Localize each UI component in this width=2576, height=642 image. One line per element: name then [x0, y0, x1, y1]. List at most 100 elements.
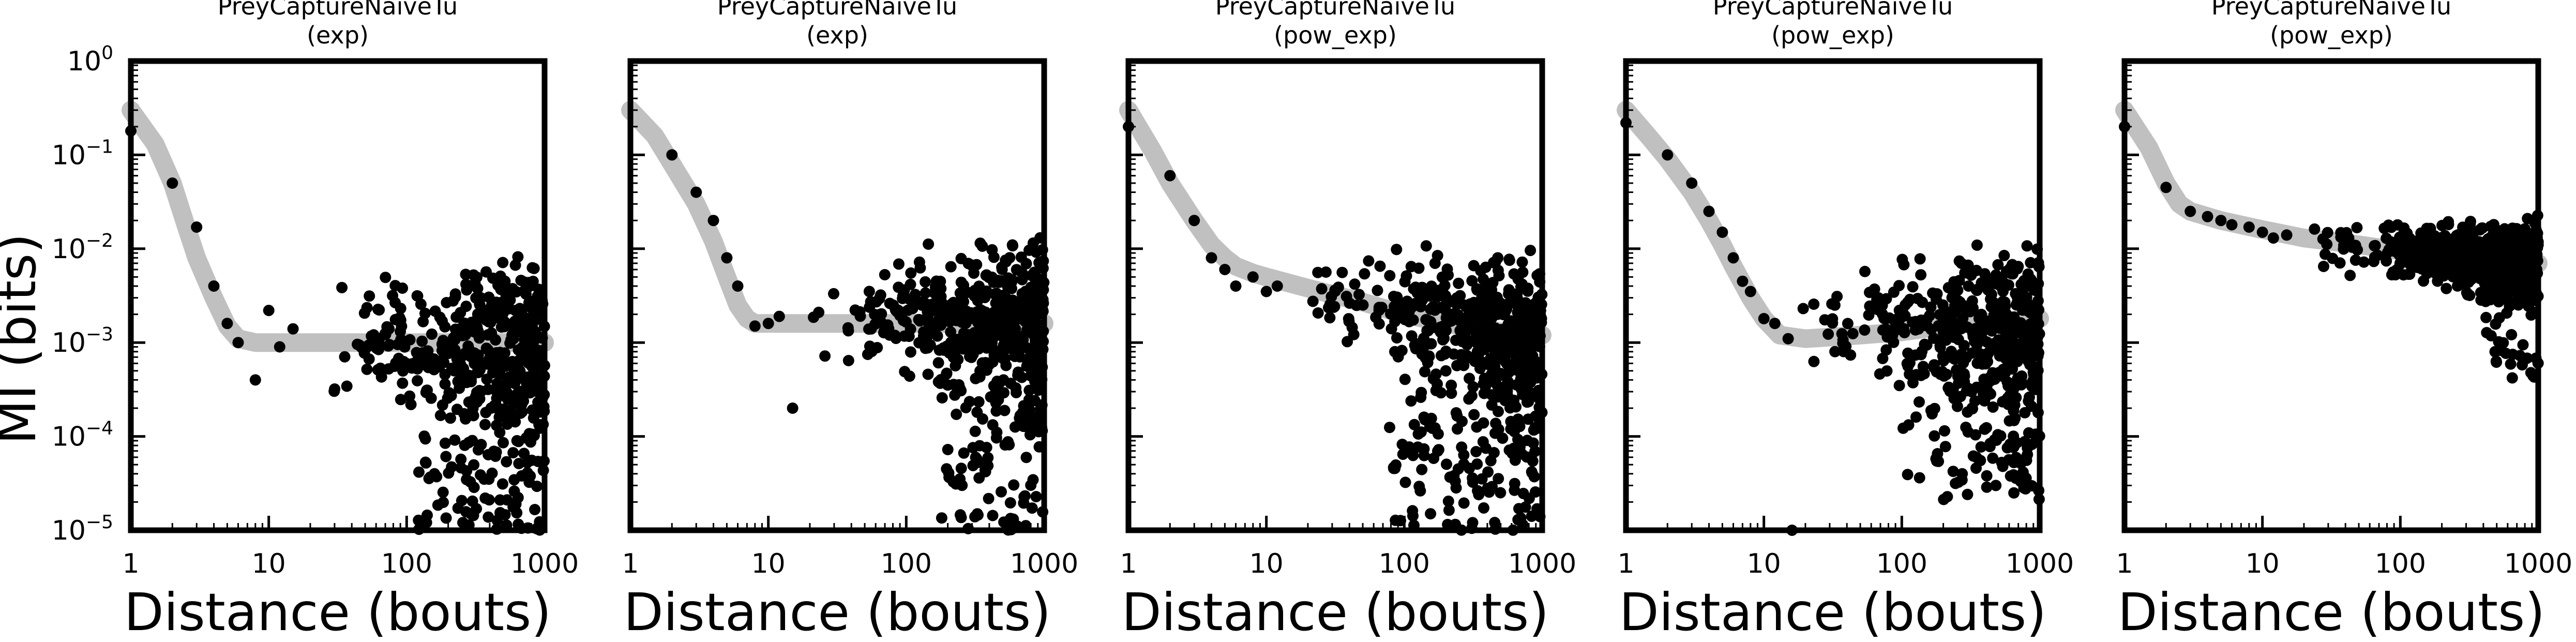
data-point: [2521, 244, 2533, 256]
data-point: [920, 287, 931, 299]
data-point: [2456, 246, 2468, 258]
data-point: [1519, 297, 1531, 309]
data-point: [1384, 270, 1396, 281]
data-point: [979, 464, 991, 476]
data-point: [1353, 289, 1365, 301]
data-point: [1949, 300, 1961, 312]
data-point: [1509, 454, 1521, 466]
data-point: [1893, 280, 1905, 292]
data-point: [2459, 230, 2471, 241]
data-point: [1517, 487, 1529, 499]
data-point: [1418, 450, 1430, 461]
data-point: [1373, 302, 1385, 313]
data-point: [2446, 258, 2458, 270]
data-point: [1419, 366, 1430, 378]
data-point: [2010, 377, 2022, 389]
data-point: [361, 363, 373, 375]
data-point: [1515, 512, 1527, 524]
data-point: [920, 276, 931, 288]
data-point: [1529, 445, 1541, 457]
data-point: [1500, 333, 1512, 345]
data-point: [389, 297, 401, 308]
data-point: [1893, 304, 1905, 316]
data-point: [1989, 434, 2000, 446]
data-point: [2008, 403, 2020, 415]
data-point: [2490, 318, 2502, 330]
x-tick-label: 10: [1747, 548, 1781, 579]
data-point: [1026, 502, 1038, 514]
data-point: [2202, 211, 2213, 222]
data-point: [232, 337, 244, 349]
data-point: [952, 353, 964, 365]
data-point: [1845, 349, 1857, 361]
data-point: [465, 376, 477, 387]
data-point: [2349, 254, 2361, 266]
data-point: [2507, 349, 2519, 360]
data-point: [1468, 409, 1480, 421]
data-point: [970, 372, 982, 384]
data-points: [2119, 121, 2544, 384]
data-point: [1432, 378, 1443, 390]
data-point: [1997, 396, 2009, 408]
data-point: [494, 368, 506, 380]
data-point: [2415, 227, 2427, 239]
data-point: [366, 330, 378, 342]
data-point: [1926, 408, 1938, 420]
data-point: [2394, 258, 2406, 270]
data-point: [507, 447, 519, 459]
data-point: [1949, 353, 1961, 365]
data-point: [532, 456, 544, 467]
data-point: [509, 416, 521, 428]
data-point: [1931, 455, 1942, 467]
y-ticks: [630, 59, 645, 532]
data-point: [426, 328, 438, 340]
x-tick-label: 1: [622, 548, 639, 579]
data-point: [452, 311, 464, 323]
data-point: [263, 305, 275, 317]
data-point: [441, 297, 453, 308]
y-tick-label: 10−3: [52, 324, 113, 359]
data-point: [2436, 260, 2448, 272]
data-point: [2006, 337, 2017, 349]
data-point: [1914, 253, 1926, 265]
data-point: [923, 238, 935, 250]
data-point: [455, 453, 467, 465]
data-point: [439, 437, 451, 449]
data-point: [532, 396, 544, 408]
data-point: [2381, 255, 2392, 267]
x-tick-label: 100: [1876, 548, 1927, 579]
data-point: [1007, 327, 1019, 339]
data-point: [523, 297, 535, 309]
data-point: [1470, 446, 1482, 457]
data-point: [1662, 149, 1674, 161]
data-point: [863, 286, 875, 297]
data-point: [1959, 267, 1971, 279]
subplot-title-line2: (exp): [806, 21, 868, 49]
data-point: [1476, 283, 1488, 295]
data-point: [2006, 387, 2017, 399]
data-point: [460, 301, 472, 312]
data-point: [416, 335, 428, 347]
data-point: [2386, 269, 2398, 281]
data-point: [2501, 307, 2513, 319]
data-point: [1902, 469, 1914, 481]
data-point: [1428, 284, 1440, 296]
data-point: [1007, 240, 1019, 252]
data-point: [2493, 336, 2505, 348]
data-point: [358, 307, 370, 319]
data-point: [1727, 252, 1739, 264]
data-point: [2003, 454, 2015, 466]
x-tick-label: 1000: [510, 548, 579, 579]
data-point: [1994, 322, 2006, 334]
data-point: [1887, 330, 1899, 341]
data-point: [913, 313, 925, 325]
data-point: [1370, 311, 1382, 323]
data-point: [930, 275, 942, 287]
data-point: [1970, 345, 1982, 357]
data-point: [491, 393, 503, 404]
data-point: [1399, 374, 1411, 385]
data-point: [842, 355, 854, 366]
data-point: [495, 321, 507, 333]
data-point: [2018, 275, 2030, 287]
data-point: [1015, 420, 1027, 431]
